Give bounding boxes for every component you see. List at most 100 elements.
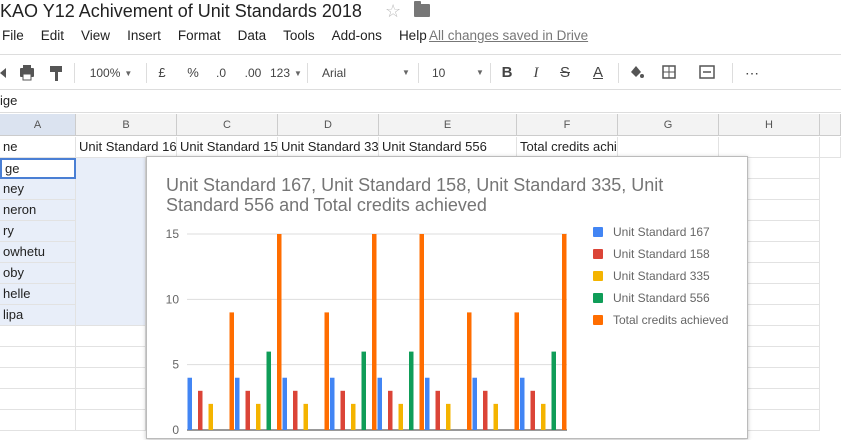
column-header-f[interactable]: F	[517, 114, 618, 136]
column-header-c[interactable]: C	[177, 114, 278, 136]
undo-icon[interactable]	[0, 55, 10, 91]
text-color-button[interactable]: A	[592, 64, 603, 81]
grid-cell[interactable]	[748, 179, 820, 200]
bar	[245, 390, 250, 430]
name-cell[interactable]: owhetu	[0, 242, 76, 263]
column-header-i[interactable]	[820, 114, 841, 136]
name-cell[interactable]: oby	[0, 263, 76, 284]
grid-cell[interactable]	[748, 221, 820, 242]
currency-button[interactable]: £	[158, 65, 166, 80]
bar	[530, 390, 535, 430]
grid-cell[interactable]	[748, 368, 820, 389]
fill-color-icon[interactable]	[626, 55, 646, 91]
header-cell-name[interactable]: ne	[0, 137, 76, 158]
legend-item: Unit Standard 167	[593, 225, 753, 241]
decrease-decimals-button[interactable]: .0	[215, 66, 226, 80]
legend-label: Unit Standard 167	[613, 225, 710, 239]
column-header-a[interactable]: A	[0, 114, 76, 136]
grid-cell[interactable]	[748, 158, 820, 179]
menu-addons[interactable]: Add-ons	[331, 28, 382, 43]
name-cell[interactable]: lipa	[0, 305, 76, 326]
title-bar: KAO Y12 Achivement of Unit Standards 201…	[0, 0, 841, 24]
header-cell-us335[interactable]: Unit Standard 33	[278, 137, 379, 158]
embedded-chart[interactable]: Unit Standard 167, Unit Standard 158, Un…	[146, 156, 748, 439]
bar	[208, 403, 213, 430]
grid-cell[interactable]	[748, 263, 820, 284]
grid-cell[interactable]	[748, 200, 820, 221]
paint-format-icon[interactable]	[46, 55, 66, 91]
menu-help[interactable]: Help	[398, 28, 427, 43]
formula-bar[interactable]: ige	[0, 91, 841, 113]
bold-button[interactable]: B	[501, 64, 513, 81]
selected-range[interactable]	[76, 158, 146, 326]
column-header-b[interactable]: B	[76, 114, 177, 136]
font-size-select[interactable]: 10 ▼	[426, 55, 484, 91]
grid-cell[interactable]	[618, 137, 719, 158]
italic-button[interactable]: I	[533, 65, 539, 81]
name-cell-active[interactable]: ge	[0, 158, 76, 179]
header-cell-total[interactable]: Total credits achieved	[517, 137, 618, 158]
grid-cell[interactable]	[76, 410, 146, 431]
grid-cell[interactable]	[820, 137, 841, 158]
name-cell[interactable]: helle	[0, 284, 76, 305]
grid-cell[interactable]	[0, 389, 76, 410]
percent-button[interactable]: %	[187, 65, 199, 80]
column-header-e[interactable]: E	[379, 114, 517, 136]
bar	[229, 312, 234, 430]
grid-cell[interactable]	[748, 326, 820, 347]
spreadsheet-grid: A B C D E F G H ne Unit Standard 16 Unit…	[0, 114, 841, 439]
column-header-h[interactable]: H	[719, 114, 820, 136]
menu-format[interactable]: Format	[177, 28, 221, 43]
grid-cell[interactable]	[76, 368, 146, 389]
grid-cell[interactable]	[76, 326, 146, 347]
grid-cell[interactable]	[0, 326, 76, 347]
chevron-down-icon: ▼	[124, 68, 133, 78]
star-icon[interactable]: ☆	[385, 1, 402, 21]
legend-item: Unit Standard 335	[593, 269, 753, 285]
column-header-g[interactable]: G	[618, 114, 719, 136]
grid-cell[interactable]	[748, 410, 820, 431]
print-icon[interactable]	[16, 55, 38, 91]
grid-cell[interactable]	[76, 389, 146, 410]
menu-view[interactable]: View	[81, 28, 111, 43]
grid-cell[interactable]	[0, 368, 76, 389]
y-tick-label: 15	[166, 227, 180, 241]
grid-cell[interactable]	[748, 389, 820, 410]
grid-cell[interactable]	[748, 305, 820, 326]
save-status-link[interactable]: All changes saved in Drive	[429, 28, 589, 43]
more-options-icon[interactable]: ⋯	[745, 65, 759, 81]
zoom-select[interactable]: 100% ▼	[82, 55, 140, 91]
grid-cell[interactable]	[76, 347, 146, 368]
menu-file[interactable]: File	[2, 28, 24, 43]
folder-icon[interactable]	[414, 1, 430, 17]
bar	[435, 390, 440, 430]
header-cell-us167[interactable]: Unit Standard 16	[76, 137, 177, 158]
bar	[235, 377, 240, 430]
grid-cell[interactable]	[0, 347, 76, 368]
legend-label: Unit Standard 556	[613, 291, 710, 305]
grid-cell[interactable]	[748, 347, 820, 368]
borders-icon[interactable]	[659, 55, 679, 91]
name-cell[interactable]: ry	[0, 221, 76, 242]
name-cell[interactable]: ney	[0, 179, 76, 200]
merge-cells-select[interactable]: ▼	[690, 55, 724, 128]
increase-decimals-button[interactable]: .00	[244, 66, 262, 80]
header-cell-us556[interactable]: Unit Standard 556	[379, 137, 517, 158]
grid-cell[interactable]	[0, 410, 76, 431]
menu-insert[interactable]: Insert	[127, 28, 161, 43]
name-cell[interactable]: neron	[0, 200, 76, 221]
header-cell-us158[interactable]: Unit Standard 15	[177, 137, 278, 158]
font-select[interactable]: Arial ▼	[316, 55, 410, 91]
menu-tools[interactable]: Tools	[283, 28, 315, 43]
formula-input[interactable]: ige	[0, 93, 18, 108]
menu-edit[interactable]: Edit	[40, 28, 65, 43]
number-format-select[interactable]: 123 ▼	[270, 55, 302, 91]
grid-cell[interactable]	[748, 284, 820, 305]
grid-cell[interactable]	[748, 242, 820, 263]
column-header-d[interactable]: D	[278, 114, 379, 136]
strikethrough-button[interactable]: S	[559, 64, 570, 81]
grid-cell[interactable]	[719, 137, 820, 158]
menu-data[interactable]: Data	[237, 28, 267, 43]
document-title[interactable]: KAO Y12 Achivement of Unit Standards 201…	[0, 1, 362, 21]
bar	[514, 312, 519, 430]
